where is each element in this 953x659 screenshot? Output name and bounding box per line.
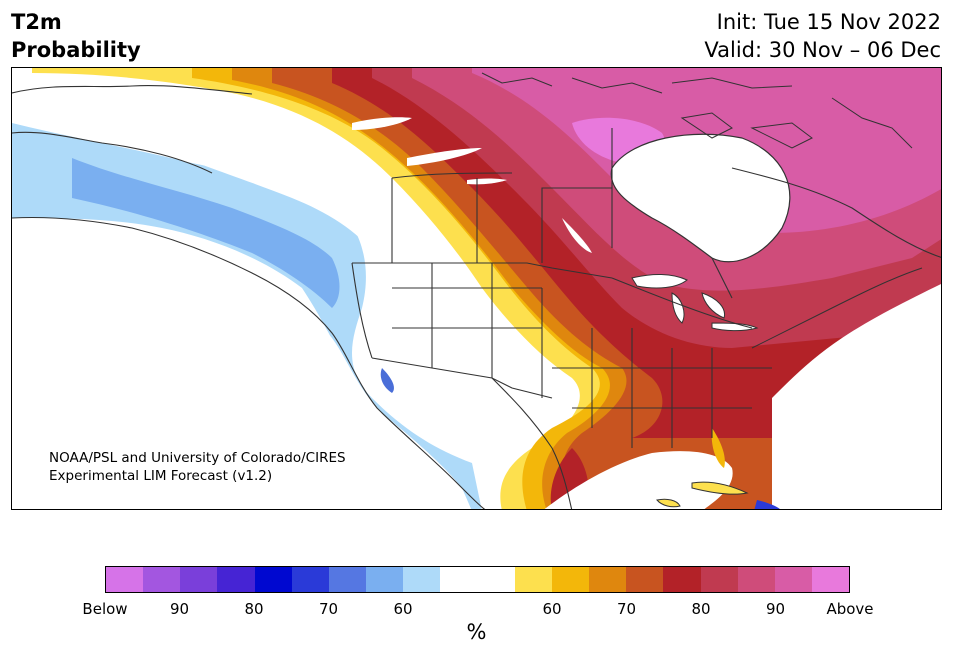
init-date: Init: Tue 15 Nov 2022 bbox=[716, 10, 941, 34]
colorbar-ticks: Below 90 80 70 60 60 70 80 90 Above bbox=[82, 600, 873, 620]
forecast-map bbox=[11, 67, 942, 510]
colorbar-swatch bbox=[328, 567, 367, 592]
map-graphic bbox=[12, 68, 941, 509]
hudson-bay bbox=[610, 133, 791, 263]
colorbar-swatch bbox=[403, 567, 441, 592]
credit-line-2: Experimental LIM Forecast (v1.2) bbox=[49, 468, 273, 484]
colorbar-swatch bbox=[737, 567, 775, 592]
below-60-region bbox=[72, 158, 340, 308]
colorbar-swatch bbox=[106, 567, 144, 592]
tick-label: 70 bbox=[616, 600, 637, 618]
colorbar-swatch bbox=[217, 567, 255, 592]
tick-label: Below bbox=[82, 600, 128, 618]
forecast-dates: Init: Tue 15 Nov 2022 Valid: 30 Nov – 06… bbox=[704, 8, 941, 64]
credit-line-1: NOAA/PSL and University of Colorado/CIRE… bbox=[49, 450, 346, 466]
colorbar-swatch bbox=[477, 567, 515, 592]
great-lakes bbox=[631, 274, 759, 332]
colorbar-swatch bbox=[440, 567, 478, 592]
tick-label: 70 bbox=[318, 600, 339, 618]
valid-date: Valid: 30 Nov – 06 Dec bbox=[704, 38, 941, 62]
colorbar-swatch bbox=[774, 567, 812, 592]
colorbar-swatch bbox=[626, 567, 664, 592]
colorbar-swatch bbox=[589, 567, 627, 592]
title-line-2: Probability bbox=[11, 38, 141, 62]
colorbar-swatch bbox=[180, 567, 218, 592]
tick-label: 80 bbox=[244, 600, 264, 618]
colorbar-swatch bbox=[514, 567, 552, 592]
borders bbox=[12, 85, 941, 509]
tick-label: 80 bbox=[691, 600, 711, 618]
gulf-of-mexico bbox=[544, 451, 733, 509]
credit-text: NOAA/PSL and University of Colorado/CIRE… bbox=[49, 449, 346, 485]
tick-label: 90 bbox=[169, 600, 190, 618]
colorbar-swatch bbox=[551, 567, 590, 592]
colorbar-swatch bbox=[291, 567, 329, 592]
colorbar-swatch bbox=[254, 567, 292, 592]
colorbar-swatch bbox=[811, 567, 850, 592]
colorbar-swatch bbox=[700, 567, 738, 592]
colorbar-swatch bbox=[663, 567, 701, 592]
arctic-islands bbox=[481, 72, 913, 149]
tick-label: 60 bbox=[542, 600, 562, 618]
colorbar-unit: % bbox=[466, 620, 487, 644]
chart-title: T2m Probability bbox=[11, 8, 141, 64]
below-normal-region bbox=[12, 123, 482, 509]
title-line-1: T2m bbox=[11, 10, 62, 34]
pacific-ocean bbox=[12, 218, 472, 509]
tick-label: 90 bbox=[765, 600, 786, 618]
colorbar-swatch bbox=[143, 567, 181, 592]
tick-label: 60 bbox=[393, 600, 413, 618]
colorbar bbox=[105, 566, 850, 593]
tick-label: Above bbox=[826, 600, 874, 618]
colorbar-swatch bbox=[366, 567, 404, 592]
atlantic-ocean bbox=[772, 283, 941, 509]
